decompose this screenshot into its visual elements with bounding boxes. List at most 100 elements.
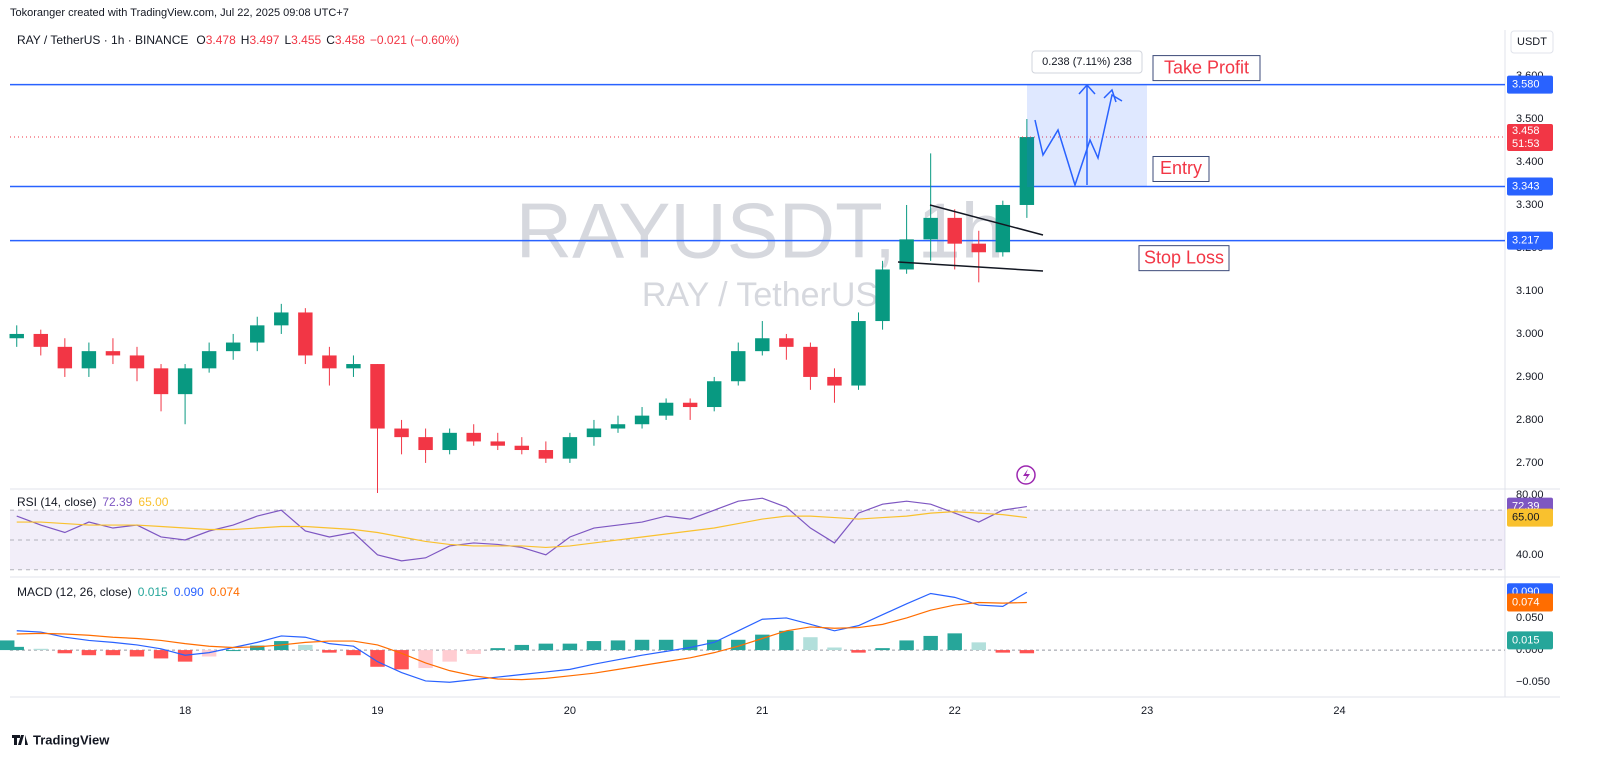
histogram-bar [779,630,794,651]
symbol-legend: RAY / TetherUS · 1h · BINANCE O3.478 H3.49… [17,33,459,47]
axis-badge-label: 0.074 [1512,596,1540,608]
macd-line [16,591,1028,683]
annotation-box [1152,155,1210,182]
histogram-bar [250,645,265,651]
histogram-bar [81,650,97,656]
axis-badge-label: 0.015 [1512,634,1540,646]
histogram-bar [201,650,217,657]
candle-body [682,402,698,408]
y-tick-label: 3.500 [1516,113,1544,125]
ohlc-key: H [241,33,250,47]
histogram-bar [0,640,15,651]
watermark: RAYUSDT, 1h RAY / TetherUS [516,187,1004,314]
brand-logo [12,735,28,745]
watermark-symbol: RAYUSDT, 1h [516,187,1004,275]
candle-body [298,312,313,356]
candle-body [562,437,578,459]
ohlc-value: 3.455 [291,33,321,47]
ohlc-key: C [326,33,335,47]
histogram-bar [875,648,890,651]
y-tick-label: 3.400 [1516,156,1544,168]
candle-body [9,333,24,339]
currency[interactable]: USDT [1517,36,1547,48]
change: −0.021 (−0.60%) [370,33,459,47]
histogram-bar [899,640,914,651]
candle-body [851,321,866,386]
candle-body [418,437,433,451]
x-tick-label: 18 [179,705,191,717]
indicator-title: MACD (12, 26, close) [17,585,132,599]
measure-arrowhead [1078,83,1096,95]
currency-button[interactable] [1510,30,1554,54]
candle-body [177,368,193,395]
histogram-bar [755,634,770,651]
countdown: 51:53 [1512,138,1540,150]
histogram-bar [370,650,385,667]
x-tick-label: 22 [949,705,961,717]
last-price-badge [1507,124,1553,152]
histogram-bar [1019,650,1035,654]
annotation: Take Profit [1164,57,1249,77]
candle-body [81,351,97,369]
candle-body [153,368,169,395]
candle-body [947,217,962,244]
candle-body [514,445,530,451]
symbol: RAY / TetherUS · 1h · BINANCE [17,33,188,47]
rsi-line [16,511,1027,549]
y-tick-label: 2.800 [1516,414,1544,426]
candle-body [129,355,145,369]
axis-badge-label: 3.580 [1512,79,1540,91]
candle-body [201,351,217,369]
axis-badge [1507,508,1553,527]
candle-body [442,432,457,451]
indicator-legend: RSI (14, close) 72.39 65.00 [17,495,169,509]
event-icon[interactable] [1016,465,1036,485]
histogram-bar [466,650,481,654]
x-tick-label: 23 [1141,705,1153,717]
candle-body [658,402,674,416]
annotation-box [1138,245,1230,272]
histogram-bar [923,635,938,651]
projection-arrowhead [1103,88,1117,103]
histogram-bar [586,641,602,651]
candle-body [274,312,289,326]
candle-body [394,428,409,438]
annotation: Entry [1160,158,1202,178]
histogram-bar [851,650,866,653]
y-tick-label: 40.00 [1516,549,1544,561]
candle-body [731,351,746,382]
macd-line [16,601,1027,681]
histogram-bar [177,650,193,662]
axis-badge-label: 3.343 [1512,180,1540,192]
position-label-box [1031,50,1143,74]
histogram-bar [298,644,313,651]
histogram-bar [57,650,73,654]
projection-path [1034,93,1123,188]
triangle-lower [897,261,1044,272]
legend-value: 0.015 [138,585,168,599]
credit: Tokoranger created with TradingView.com,… [10,7,349,19]
histogram-bar [33,648,49,651]
y-tick-label: 3.300 [1516,199,1544,211]
legend-value: 72.39 [102,495,132,509]
candle-body [755,338,770,352]
histogram-bar [418,650,433,669]
y-tick-label: 2.700 [1516,457,1544,469]
candle-body [490,441,505,446]
x-tick-label: 19 [371,705,383,717]
histogram-bar [803,637,818,651]
histogram-bar [538,643,554,651]
x-tick-label: 24 [1333,705,1345,717]
histogram-bar [9,646,24,651]
histogram-bar [610,640,626,651]
candle-body [322,355,337,369]
histogram-bar [634,639,650,651]
candle-body [250,325,265,343]
axis-badge-label: 3.217 [1512,235,1540,247]
histogram-bar [346,650,361,656]
ohlc-value: 3.478 [206,33,236,47]
histogram-bar [442,650,457,662]
x-tick-label: 21 [756,705,768,717]
rsi-line [16,497,1027,562]
